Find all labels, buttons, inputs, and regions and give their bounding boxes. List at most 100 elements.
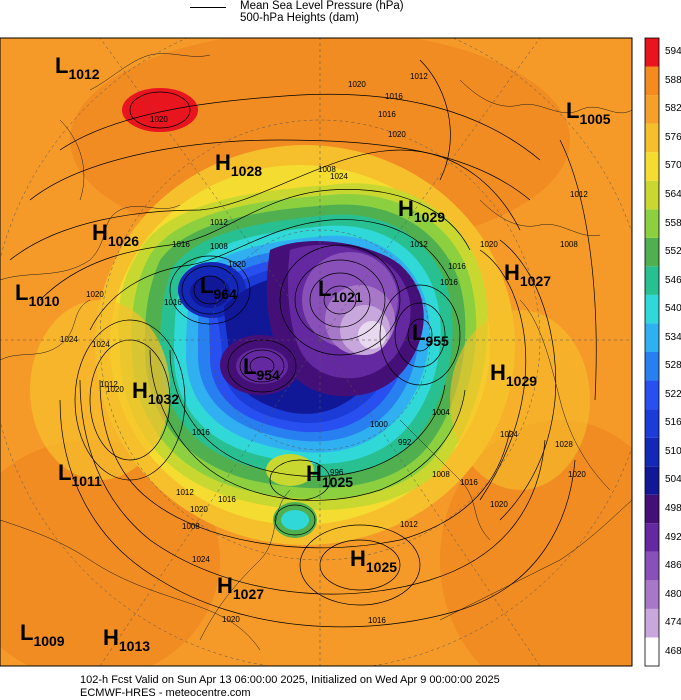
colorbar-label: 576 xyxy=(665,131,681,143)
isobar-label: 1008 xyxy=(432,470,450,479)
colorbar-swatch xyxy=(645,294,659,324)
isobar-label: 1004 xyxy=(432,408,450,417)
center-letter: L xyxy=(200,273,214,298)
colorbar-label: 588 xyxy=(665,74,681,86)
isobar-label: 1024 xyxy=(192,555,210,564)
isobar-label: 1012 xyxy=(400,520,418,529)
heights-legend-label: 500-hPa Heights (dam) xyxy=(240,12,359,24)
isobar-label: 1020 xyxy=(490,500,508,509)
isobar-label: 1016 xyxy=(192,428,210,437)
center-pressure-value: 1021 xyxy=(331,289,363,305)
isobar-label: 1008 xyxy=(210,242,228,251)
low-pressure-center: L1021 xyxy=(318,278,363,305)
center-letter: H xyxy=(217,573,233,598)
mslp-line-swatch xyxy=(190,7,226,8)
legend-header: Mean Sea Level Pressure (hPa) 500-hPa He… xyxy=(190,0,490,36)
isobar-label: 1016 xyxy=(460,478,478,487)
isobar-label: 1016 xyxy=(448,262,466,271)
center-pressure-value: 964 xyxy=(213,286,237,302)
colorbar-label: 510 xyxy=(665,445,681,457)
center-letter: L xyxy=(58,460,72,485)
colorbar-swatch xyxy=(645,608,659,638)
center-letter: H xyxy=(490,360,506,385)
colorbar-label: 534 xyxy=(665,331,681,343)
colorbar-label: 468 xyxy=(665,645,681,657)
isobar-label: 1000 xyxy=(370,420,388,429)
center-pressure-value: 1013 xyxy=(118,638,151,654)
isobar-label: 1016 xyxy=(440,278,458,287)
colorbar xyxy=(644,37,660,667)
high-pressure-center: H1032 xyxy=(132,378,179,407)
center-letter: H xyxy=(350,546,366,571)
center-pressure-value: 1029 xyxy=(413,209,446,225)
colorbar-label: 504 xyxy=(665,474,681,486)
high-pressure-center: H1028 xyxy=(215,152,262,179)
center-pressure-value: 1028 xyxy=(230,163,263,179)
isobar-label: 1020 xyxy=(190,505,208,514)
map-frame xyxy=(0,37,633,667)
high-pressure-center: H1025 xyxy=(306,463,353,490)
isobar-label: 1020 xyxy=(388,130,406,139)
height-field xyxy=(0,38,632,666)
low-pressure-center: L955 xyxy=(412,322,449,349)
colorbar-swatch xyxy=(645,95,659,124)
isobar-label: 1016 xyxy=(385,92,403,101)
center-pressure-value: 1026 xyxy=(107,233,140,249)
colorbar-label: 522 xyxy=(665,388,681,400)
colorbar-label: 564 xyxy=(665,189,681,200)
high-pressure-center: H1025 xyxy=(350,546,397,575)
colorbar-swatch xyxy=(645,66,659,96)
center-pressure-value: 1011 xyxy=(71,473,102,489)
colorbar-label: 480 xyxy=(665,588,681,600)
low-pressure-center: L1010 xyxy=(15,280,60,309)
isobar-label: 1028 xyxy=(555,440,573,449)
colorbar-swatch xyxy=(645,580,659,609)
low-pressure-center: L964 xyxy=(200,273,237,302)
center-letter: H xyxy=(398,196,414,221)
center-pressure-value: 1009 xyxy=(33,633,65,649)
center-pressure-value: 1005 xyxy=(579,111,611,127)
colorbar-swatch xyxy=(645,466,659,495)
center-letter: H xyxy=(103,625,119,650)
center-pressure-value: 1027 xyxy=(232,586,265,602)
high-pressure-center: H1026 xyxy=(92,222,139,249)
high-pressure-center: H1013 xyxy=(103,625,150,654)
center-pressure-value: 1010 xyxy=(28,293,60,309)
colorbar-label: 486 xyxy=(665,560,681,572)
isobar-label: 1020 xyxy=(222,615,240,624)
colorbar-swatch xyxy=(645,352,659,381)
center-letter: L xyxy=(55,53,69,78)
colorbar-swatch xyxy=(645,523,659,552)
isobar-label: 996 xyxy=(330,468,344,477)
isobar-label: 1012 xyxy=(176,488,194,497)
low-pressure-center: L1009 xyxy=(20,622,65,649)
high-pressure-center: H1029 xyxy=(490,360,537,389)
isobar-label: 1012 xyxy=(210,218,228,227)
center-pressure-value: 955 xyxy=(425,333,449,349)
isobar-label: 1020 xyxy=(480,240,498,249)
isobar-label: 1012 xyxy=(100,380,118,389)
colorbar-swatch xyxy=(645,38,659,67)
center-pressure-value: 1012 xyxy=(68,66,100,82)
center-pressure-value: 1025 xyxy=(321,474,354,490)
colorbar-label: 570 xyxy=(665,160,681,172)
center-letter: L xyxy=(15,280,29,305)
center-pressure-value: 1027 xyxy=(519,273,552,289)
colorbar-label: 516 xyxy=(665,417,681,429)
isobar-label: 1016 xyxy=(368,616,386,625)
isobar-label: 1012 xyxy=(570,190,588,199)
colorbar-label: 540 xyxy=(665,303,681,315)
isobar-label: 1016 xyxy=(164,298,182,307)
center-letter: H xyxy=(504,260,520,285)
high-pressure-center: H1027 xyxy=(217,573,264,602)
colorbar-swatch xyxy=(645,152,659,181)
colorbar-swatch xyxy=(645,123,659,153)
colorbar-swatch xyxy=(645,209,659,238)
isobar-label: 1020 xyxy=(86,290,104,299)
colorbar-label: 528 xyxy=(665,360,681,372)
colorbar-label: 558 xyxy=(665,217,681,229)
colorbar-label: 594 xyxy=(665,46,681,58)
center-letter: H xyxy=(132,378,148,403)
colorbar-swatch xyxy=(645,437,659,467)
